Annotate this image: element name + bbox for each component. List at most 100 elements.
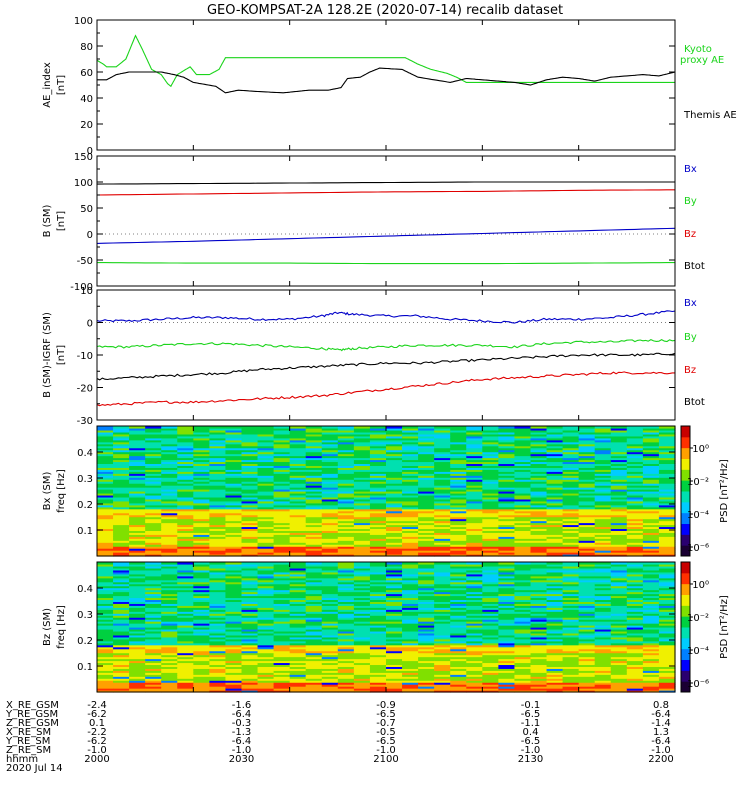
spectrogram-cell — [482, 481, 499, 484]
spectrogram-cell — [610, 666, 628, 669]
spectrogram-cell — [466, 652, 483, 656]
spectrogram-cell — [658, 648, 676, 652]
colorbar-segment — [681, 562, 690, 574]
spectrogram-cell — [129, 660, 146, 664]
spectrogram-cell — [257, 595, 275, 599]
colorbar-tick-label: 10⁰ — [692, 580, 709, 591]
spectrogram-cell — [562, 589, 580, 593]
spectrogram-cell — [610, 514, 628, 518]
bdiff-series-bz — [96, 371, 675, 407]
spectrogram-cell — [514, 623, 532, 626]
spectrogram-cell — [257, 646, 275, 650]
spectrogram-cell — [466, 605, 483, 608]
spectrogram-cell — [482, 445, 499, 449]
spectrogram-cell — [562, 455, 580, 459]
spectrogram-cell — [610, 542, 628, 545]
spectrogram-cell — [145, 686, 162, 689]
spectrogram-cell — [402, 516, 419, 520]
spectrogram-cell — [466, 433, 483, 437]
spectrogram-cell — [562, 567, 580, 571]
spectrogram-cell — [642, 498, 660, 502]
spectrogram-cell — [530, 552, 548, 555]
spectrogram-cell — [113, 546, 130, 549]
spectrogram-cell — [610, 599, 628, 602]
spectrogram-cell — [626, 516, 644, 520]
spectrogram-cell — [610, 654, 628, 658]
spectrogram-cell — [193, 477, 210, 480]
spectrogram-cell — [546, 441, 564, 445]
spectrogram-cell — [482, 451, 499, 455]
spectrogram-cell — [642, 583, 660, 587]
spectrogram-cell — [434, 652, 451, 656]
spectrogram-cell — [610, 540, 628, 543]
spectrogram-cell — [434, 678, 451, 681]
spectrogram-cell — [369, 469, 387, 472]
spectrogram-cell — [273, 621, 291, 624]
spectrogram-cell — [434, 648, 451, 652]
spectrogram-cell — [434, 581, 451, 585]
spectrogram-cell — [337, 494, 355, 498]
spectrogram-cell — [113, 532, 130, 535]
spectrogram-cell — [257, 514, 275, 518]
spectrogram-cell — [369, 455, 387, 459]
spectrogram-cell — [209, 630, 227, 634]
spectrogram-cell — [626, 617, 644, 620]
spectrogram-cell — [546, 676, 564, 679]
spectrogram-cell — [337, 601, 355, 604]
spectrogram-cell — [97, 581, 114, 585]
spectrogram-cell — [594, 538, 612, 541]
spectrogram-cell — [369, 528, 387, 531]
spectrogram-cell — [177, 678, 194, 681]
spectrogram-cell — [434, 538, 451, 541]
spectrogram-cell — [402, 473, 419, 476]
spectrogram-cell — [546, 459, 564, 463]
spectrogram-cell — [482, 522, 499, 526]
spectrogram-cell — [434, 544, 451, 547]
spectrogram-cell — [418, 447, 435, 451]
spectrogram-cell — [369, 617, 387, 620]
spectrogram-cell — [113, 455, 130, 459]
spectrogram-cell — [257, 583, 275, 587]
spectrogram-cell — [193, 449, 210, 453]
spectrogram-cell — [225, 504, 243, 508]
spectrogram-cell — [177, 628, 194, 632]
spectrogram-cell — [225, 548, 243, 551]
spectrogram-cell — [530, 475, 548, 478]
spectrogram-cell — [642, 457, 660, 461]
spectrogram-cell — [257, 492, 275, 496]
ytick-label: 100 — [74, 178, 93, 189]
spectrogram-cell — [514, 540, 532, 543]
spectrogram-cell — [546, 605, 564, 608]
spectrogram-cell — [386, 656, 403, 660]
spectrogram-cell — [386, 690, 403, 693]
spectrogram-cell — [321, 656, 339, 660]
spectrogram-cell — [498, 611, 516, 614]
spectrogram-cell — [450, 599, 467, 602]
spectrogram-cell — [610, 656, 628, 660]
spectrogram-cell — [113, 552, 130, 555]
spectrogram-cell — [129, 528, 146, 531]
spectrogram-cell — [225, 632, 243, 636]
spectrogram-cell — [498, 562, 516, 565]
spectrogram-cell — [418, 546, 435, 549]
spectrogram-cell — [337, 688, 355, 691]
spectrogram-cell — [578, 644, 596, 648]
spectrogram-cell — [369, 597, 387, 601]
spectrogram-cell — [466, 597, 483, 601]
spectrogram-cell — [305, 530, 323, 533]
spectrogram-cell — [97, 526, 114, 530]
spectrogram-cell — [257, 433, 275, 437]
spectrogram-cell — [466, 599, 483, 602]
spectrogram-cell — [97, 591, 114, 595]
spectrogram-cell — [337, 465, 355, 468]
spectrogram-cell — [193, 597, 210, 601]
spectrogram-cell — [642, 656, 660, 660]
spectrogram-cell — [530, 642, 548, 646]
spectrogram-cell — [386, 563, 403, 567]
spectrogram-cell — [337, 607, 355, 610]
spectrogram-cell — [257, 609, 275, 612]
spectrogram-cell — [482, 473, 499, 476]
spectrogram-cell — [514, 471, 532, 474]
spectrogram-cell — [97, 672, 114, 675]
spectrogram-cell — [193, 652, 210, 656]
